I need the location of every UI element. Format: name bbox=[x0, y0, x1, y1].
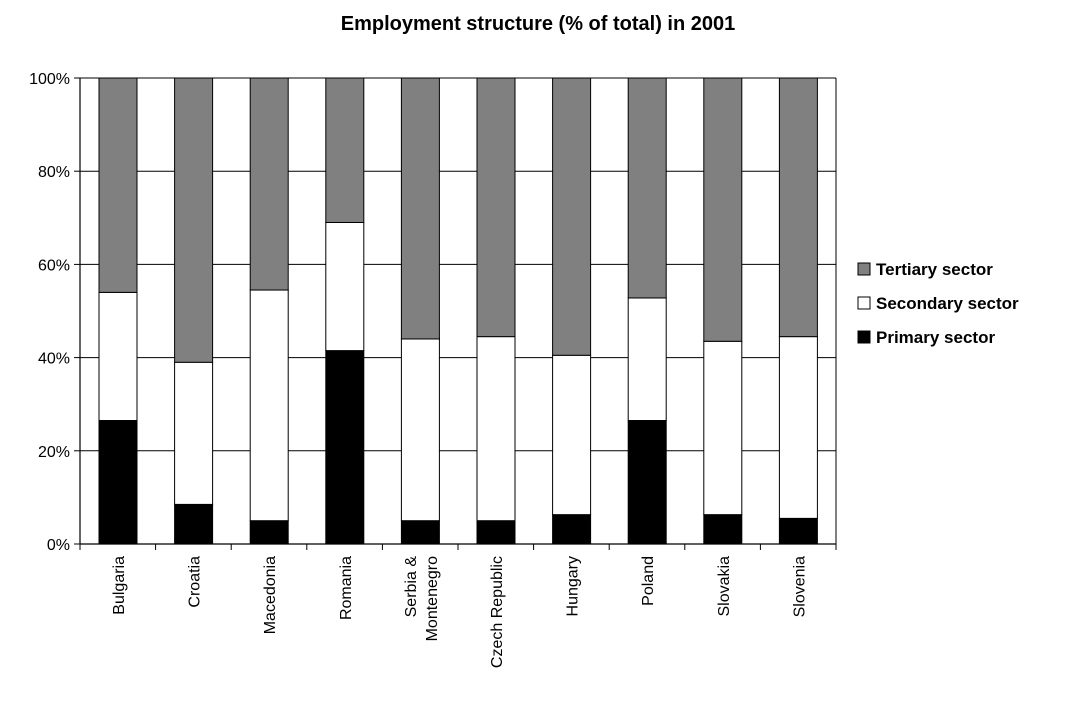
bar-segment-secondary-sector bbox=[703, 340, 743, 516]
y-tick-label: 40% bbox=[38, 351, 70, 368]
bar-segment-tertiary-sector bbox=[174, 77, 214, 363]
bar-segment-tertiary-sector bbox=[325, 77, 365, 223]
legend-label: Tertiary sector bbox=[876, 260, 993, 279]
legend: Tertiary sector Secondary sector Primary s… bbox=[857, 260, 1019, 347]
y-tick-label: 20% bbox=[38, 444, 70, 461]
y-tick-labels: 0% 20% 40% 60% 80% 100% bbox=[29, 71, 70, 554]
bar-segment-primary-sector bbox=[476, 520, 516, 545]
bar-segment-secondary-sector bbox=[174, 361, 214, 505]
legend-swatch bbox=[857, 262, 871, 276]
x-category-label-line: Romania bbox=[338, 556, 355, 620]
y-tick-label: 0% bbox=[47, 537, 70, 554]
bar-segment-tertiary-sector bbox=[476, 77, 516, 338]
bar-segment-primary-sector bbox=[552, 514, 592, 545]
x-category-label-line: Czech Republic bbox=[489, 556, 506, 668]
bar-segment-primary-sector bbox=[703, 514, 743, 545]
bar-segment-secondary-sector bbox=[249, 289, 289, 522]
bar-segment-primary-sector bbox=[174, 503, 214, 545]
x-category-label: Slovenia bbox=[791, 556, 808, 617]
x-category-label-line: Croatia bbox=[187, 556, 204, 608]
bar-segment-secondary-sector bbox=[627, 297, 667, 422]
bar-segment-secondary-sector bbox=[98, 291, 138, 422]
x-category-label: Poland bbox=[640, 556, 657, 606]
legend-label: Secondary sector bbox=[876, 294, 1019, 313]
x-category-labels: Bulgaria Croatia Macedonia Romania Serbia & M… bbox=[111, 556, 808, 668]
bar-segment-tertiary-sector bbox=[400, 77, 440, 340]
y-tick-label: 60% bbox=[38, 257, 70, 274]
chart-title: Employment structure (% of total) in 200… bbox=[341, 13, 736, 35]
x-category-label: Slovakia bbox=[716, 556, 733, 617]
y-tick-label: 100% bbox=[29, 71, 70, 88]
bars-group bbox=[98, 77, 818, 545]
bar-segment-tertiary-sector bbox=[778, 77, 818, 338]
bar-segment-primary-sector bbox=[98, 420, 138, 545]
x-category-label: Bulgaria bbox=[111, 556, 128, 615]
x-category-label: Romania bbox=[338, 556, 355, 620]
x-category-label-line: Poland bbox=[640, 556, 657, 606]
x-category-label: Macedonia bbox=[262, 556, 279, 634]
x-category-label: Serbia & Montenegro bbox=[403, 556, 441, 642]
x-category-label-line: Slovakia bbox=[716, 556, 733, 617]
bar-segment-primary-sector bbox=[627, 420, 667, 545]
legend-label: Primary sector bbox=[876, 328, 995, 347]
bar-segment-primary-sector bbox=[778, 517, 818, 545]
x-category-label: Czech Republic bbox=[489, 556, 506, 668]
x-category-label-line: Bulgaria bbox=[111, 556, 128, 615]
legend-swatch bbox=[857, 330, 871, 344]
x-category-label-line: Serbia & bbox=[403, 556, 420, 618]
bar-segment-primary-sector bbox=[249, 520, 289, 545]
x-category-label: Croatia bbox=[187, 556, 204, 608]
bar-segment-secondary-sector bbox=[325, 221, 365, 352]
bar-segment-primary-sector bbox=[325, 350, 365, 545]
y-tick-label: 80% bbox=[38, 164, 70, 181]
bar-segment-secondary-sector bbox=[400, 338, 440, 522]
axes bbox=[74, 77, 837, 550]
bar-segment-secondary-sector bbox=[552, 354, 592, 516]
legend-swatch bbox=[857, 296, 871, 310]
bar-segment-secondary-sector bbox=[778, 336, 818, 519]
x-category-label-line: Macedonia bbox=[262, 556, 279, 634]
x-category-label-line: Montenegro bbox=[424, 556, 441, 641]
bar-segment-tertiary-sector bbox=[249, 77, 289, 291]
bar-segment-tertiary-sector bbox=[627, 77, 667, 299]
bar-segment-tertiary-sector bbox=[703, 77, 743, 342]
x-category-label-line: Hungary bbox=[565, 556, 582, 616]
x-category-label-line: Slovenia bbox=[791, 556, 808, 617]
bar-segment-tertiary-sector bbox=[552, 77, 592, 356]
bar-segment-tertiary-sector bbox=[98, 77, 138, 293]
bar-segment-secondary-sector bbox=[476, 336, 516, 522]
bar-segment-primary-sector bbox=[400, 520, 440, 545]
x-category-label: Hungary bbox=[565, 556, 582, 616]
